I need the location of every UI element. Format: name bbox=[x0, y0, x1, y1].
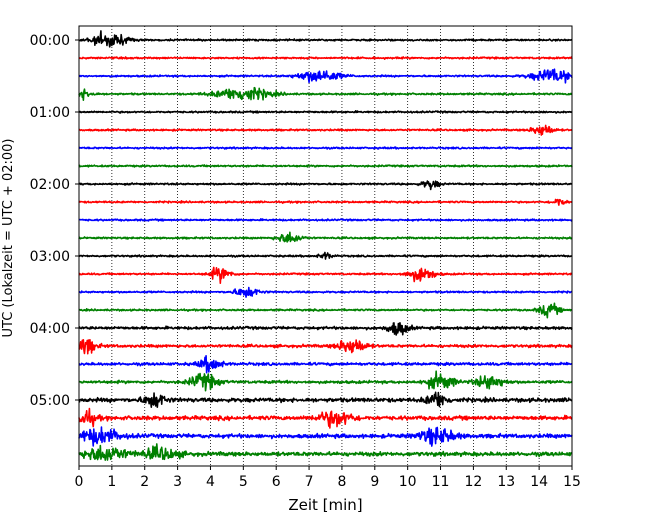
seismogram-trace bbox=[78, 164, 573, 168]
x-tick-label: 11 bbox=[432, 474, 450, 490]
x-tick-label: 4 bbox=[206, 474, 215, 490]
seismogram-traces bbox=[78, 30, 573, 461]
y-tick-label: 02:00 bbox=[30, 177, 70, 193]
seismogram-trace bbox=[78, 302, 573, 319]
seismogram-trace bbox=[78, 286, 573, 298]
seismogram-trace bbox=[78, 426, 573, 447]
seismogram-trace bbox=[78, 407, 573, 429]
x-tick-label: 13 bbox=[497, 474, 515, 490]
y-tick-label: 05:00 bbox=[30, 393, 70, 409]
x-tick-label: 0 bbox=[75, 474, 84, 490]
x-tick-label: 6 bbox=[272, 474, 281, 490]
seismogram-trace bbox=[78, 443, 573, 461]
x-tick-label: 14 bbox=[530, 474, 548, 490]
x-tick-label: 15 bbox=[563, 474, 581, 490]
y-axis: 00:00 01:00 02:00 03:00 04:00 05:00 bbox=[30, 33, 79, 409]
x-tick-label: 7 bbox=[305, 474, 314, 490]
y-tick-label: 03:00 bbox=[30, 249, 70, 265]
seismogram-trace bbox=[78, 338, 573, 355]
x-axis: 0 1 2 3 4 5 6 7 8 9 10 11 12 13 14 15 bbox=[75, 466, 581, 490]
x-axis-label: Zeit [min] bbox=[288, 496, 362, 514]
grid bbox=[111, 26, 540, 466]
seismogram-trace bbox=[78, 124, 573, 136]
x-tick-label: 9 bbox=[370, 474, 379, 490]
seismogram-trace bbox=[78, 30, 573, 48]
y-tick-label: 01:00 bbox=[30, 105, 70, 121]
seismogram-trace bbox=[78, 86, 573, 101]
seismogram-trace bbox=[78, 391, 573, 408]
x-tick-label: 1 bbox=[107, 474, 116, 490]
seismogram-trace bbox=[78, 266, 573, 285]
seismogram-trace bbox=[78, 322, 573, 336]
x-tick-label: 5 bbox=[239, 474, 248, 490]
seismogram-trace bbox=[78, 231, 573, 243]
seismogram-trace bbox=[78, 68, 573, 84]
seismogram-trace bbox=[78, 370, 573, 392]
x-tick-label: 8 bbox=[337, 474, 346, 490]
seismogram-trace bbox=[78, 218, 573, 222]
x-tick-label: 2 bbox=[140, 474, 149, 490]
seismogram-trace bbox=[78, 110, 573, 114]
x-tick-label: 12 bbox=[464, 474, 482, 490]
seismogram-trace bbox=[78, 251, 573, 260]
seismogram-trace bbox=[78, 355, 573, 374]
seismogram-trace bbox=[78, 146, 573, 150]
x-tick-label: 3 bbox=[173, 474, 182, 490]
seismogram-trace bbox=[78, 56, 573, 60]
plot-frame bbox=[78, 25, 573, 467]
seismogram-trace bbox=[78, 180, 573, 191]
y-axis-label: UTC (Lokalzeit = UTC + 02:00) bbox=[1, 139, 16, 338]
x-tick-label: 10 bbox=[399, 474, 417, 490]
y-tick-label: 04:00 bbox=[30, 321, 70, 337]
y-tick-label: 00:00 bbox=[30, 33, 70, 49]
seismogram-trace bbox=[78, 198, 573, 206]
